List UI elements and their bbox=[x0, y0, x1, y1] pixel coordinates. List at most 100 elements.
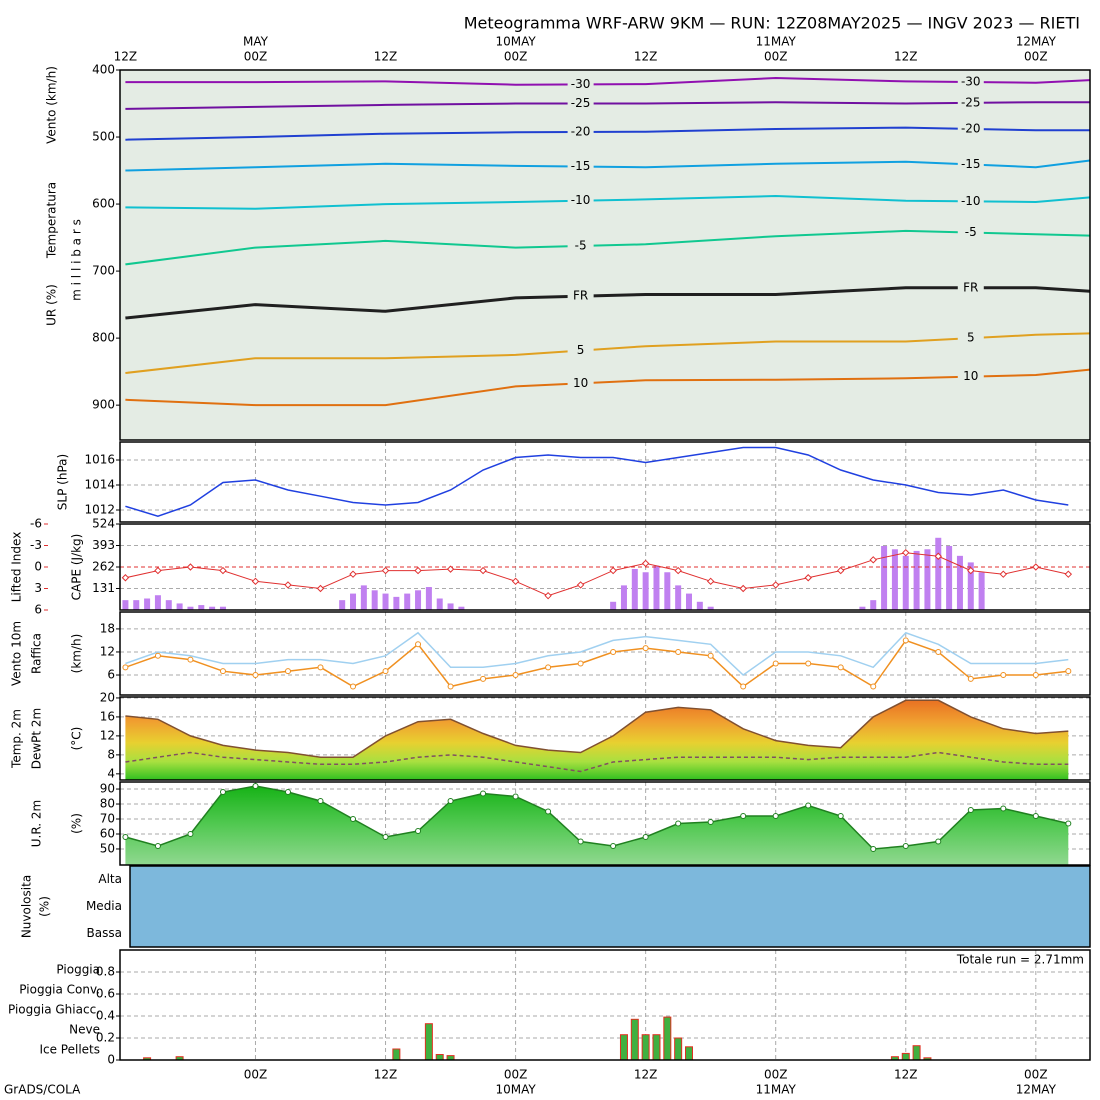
top-time-label: 00Z bbox=[504, 50, 528, 64]
marker bbox=[869, 556, 877, 564]
bar bbox=[967, 562, 974, 610]
bar bbox=[978, 572, 985, 610]
line bbox=[125, 785, 1069, 850]
y-tick-label: 0.6 bbox=[96, 987, 115, 1001]
panel-border bbox=[129, 865, 1091, 948]
marker bbox=[544, 591, 552, 600]
y-tick-label: 0.4 bbox=[96, 1009, 115, 1023]
y2-tick-label: 6 bbox=[34, 603, 42, 617]
marker bbox=[219, 668, 226, 675]
y-tick-label: 1016 bbox=[84, 453, 115, 467]
marker bbox=[706, 577, 715, 586]
top-time-label: 12Z bbox=[374, 50, 398, 64]
marker bbox=[772, 660, 779, 667]
marker bbox=[382, 668, 389, 675]
bar bbox=[631, 568, 638, 610]
bar bbox=[685, 593, 692, 610]
axis-title: m i l l i b a r s bbox=[70, 219, 84, 301]
contour-label: -5 bbox=[575, 238, 587, 252]
y-tick-label: 8 bbox=[107, 747, 115, 761]
y-tick-label: 400 bbox=[92, 63, 115, 77]
panel bbox=[120, 442, 1090, 522]
x-tick-label: 00Z bbox=[244, 1068, 268, 1082]
x-tick-label: 00Z bbox=[764, 1068, 788, 1082]
top-time-label: 12Z bbox=[634, 50, 658, 64]
bar bbox=[610, 601, 617, 610]
panel-border bbox=[119, 441, 1091, 523]
panel-border bbox=[119, 611, 1091, 696]
x-date-label: 10MAY bbox=[495, 1083, 536, 1097]
bar bbox=[198, 605, 205, 610]
panel bbox=[120, 612, 1090, 695]
top-time-label: 00Z bbox=[1024, 50, 1048, 64]
label-bg bbox=[957, 368, 984, 385]
level-label: Bassa bbox=[87, 926, 122, 940]
axis-title: Vento (km/h) bbox=[45, 66, 59, 144]
marker bbox=[837, 813, 844, 820]
contour-label: -10 bbox=[961, 194, 981, 208]
label-bg bbox=[957, 330, 984, 347]
y-tick-label: 80 bbox=[100, 797, 115, 811]
bar bbox=[360, 585, 367, 610]
y-tick-label: 0.8 bbox=[96, 965, 115, 979]
marker bbox=[382, 833, 389, 840]
marker bbox=[967, 566, 975, 575]
bar bbox=[913, 550, 920, 610]
marker bbox=[1065, 820, 1072, 827]
line bbox=[125, 286, 1091, 320]
bar bbox=[350, 593, 357, 610]
legend-label: Neve bbox=[69, 1023, 100, 1037]
marker bbox=[610, 648, 617, 655]
y-tick-label: 90 bbox=[100, 782, 115, 796]
marker bbox=[870, 683, 877, 690]
marker bbox=[902, 842, 909, 849]
marker bbox=[935, 838, 942, 845]
axis-title: (%) bbox=[38, 896, 52, 917]
bar bbox=[881, 545, 888, 610]
x-tick-label: 12Z bbox=[634, 1068, 658, 1082]
marker bbox=[122, 833, 129, 840]
x-tick-label: 12Z bbox=[894, 1068, 918, 1082]
label-bg bbox=[567, 76, 594, 93]
marker bbox=[740, 813, 747, 820]
marker bbox=[381, 566, 390, 575]
bar bbox=[641, 1034, 650, 1061]
contour-label: FR bbox=[573, 289, 588, 303]
legend-label: Pioggia Ghiacc. bbox=[8, 1003, 100, 1017]
marker bbox=[577, 660, 584, 667]
axis-title: Raffica bbox=[30, 633, 44, 674]
marker bbox=[350, 816, 357, 823]
label-bg bbox=[567, 288, 594, 305]
contour-label: 10 bbox=[573, 376, 588, 390]
bar bbox=[675, 585, 682, 610]
axis-title: Vento 10m bbox=[10, 621, 24, 686]
bar bbox=[436, 598, 443, 610]
level-label: Alta bbox=[98, 872, 122, 886]
y-tick-label: 16 bbox=[100, 709, 115, 723]
bar bbox=[122, 600, 129, 610]
label-bg bbox=[567, 95, 594, 112]
marker bbox=[219, 566, 227, 575]
panel-border bbox=[119, 781, 1091, 866]
bar bbox=[664, 572, 671, 610]
marker bbox=[121, 574, 130, 582]
marker bbox=[837, 566, 845, 575]
y-tick-label: 12 bbox=[100, 728, 115, 742]
label-bg bbox=[567, 342, 594, 359]
bar bbox=[956, 555, 963, 610]
marker bbox=[252, 783, 259, 790]
bar bbox=[707, 606, 714, 610]
marker bbox=[642, 833, 649, 840]
marker bbox=[316, 584, 325, 593]
marker bbox=[771, 581, 780, 589]
axis-title: CAPE (J/kg) bbox=[70, 534, 84, 601]
marker bbox=[284, 668, 291, 675]
axis-title: Temp. 2m bbox=[10, 709, 24, 769]
marker bbox=[187, 830, 194, 837]
bar bbox=[371, 590, 378, 610]
contour-label: -20 bbox=[571, 125, 591, 139]
marker bbox=[837, 664, 844, 671]
marker bbox=[675, 820, 682, 827]
y-tick-label: 700 bbox=[92, 264, 115, 278]
marker bbox=[511, 577, 520, 586]
